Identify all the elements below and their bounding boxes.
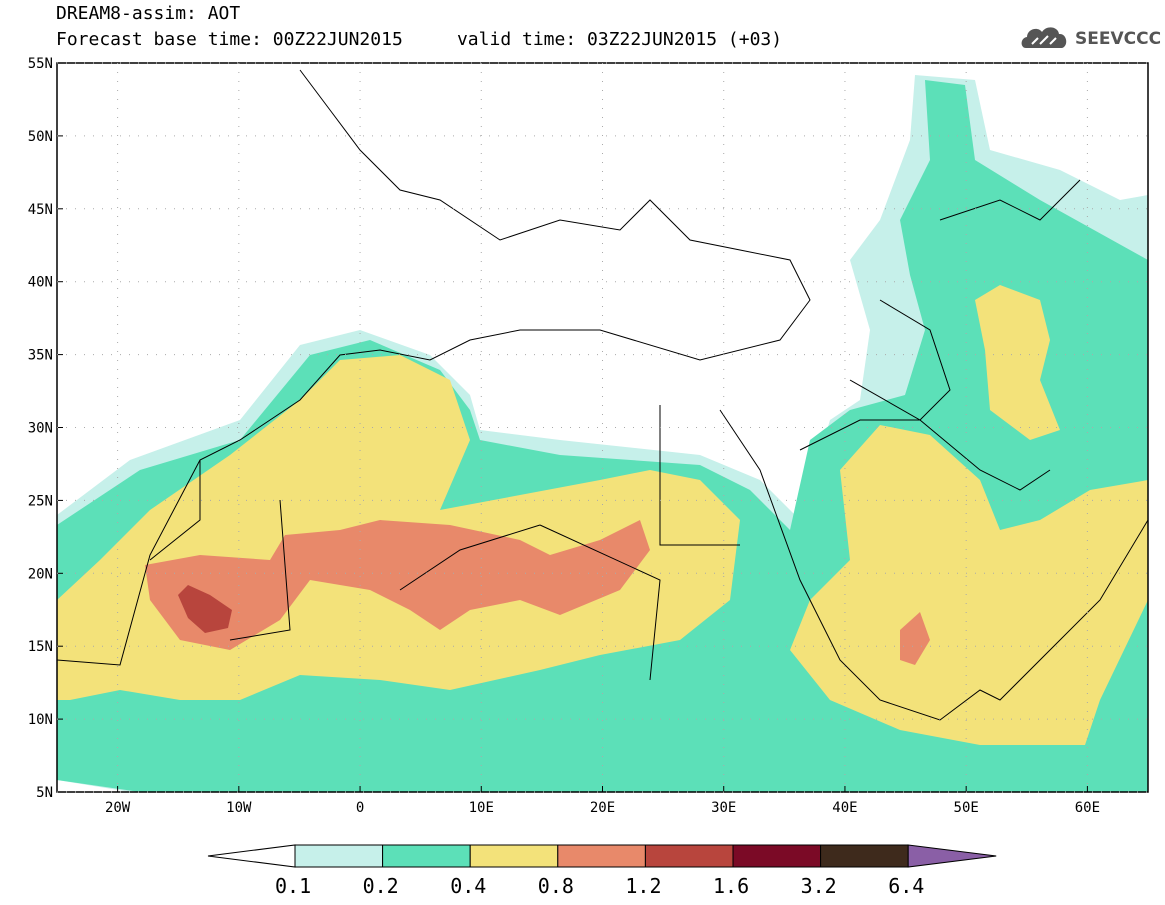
forecast-time-line: Forecast base time: 00Z22JUN2015 valid t…	[56, 29, 783, 50]
y-tick-label: 55N	[28, 56, 53, 72]
colorbar-swatch	[557, 844, 646, 868]
x-tick-label: 40E	[832, 800, 857, 816]
chart-title: DREAM8-assim: AOT	[56, 3, 241, 24]
colorbar-label: 0.1	[275, 874, 312, 898]
x-tick-label: 30E	[711, 800, 736, 816]
aot-field	[57, 63, 1148, 792]
colorbar-swatch	[294, 844, 384, 868]
x-tick-label: 10W	[226, 800, 252, 816]
y-tick-label: 20N	[28, 566, 53, 582]
x-tick-label: 50E	[954, 800, 979, 816]
y-axis: 55N 50N 45N 40N 35N 30N 25N 20N 15N 10N 5N	[28, 56, 1148, 801]
y-tick-label: 10N	[28, 712, 53, 728]
colorbar-label: 0.8	[537, 874, 574, 898]
colorbar-label: 6.4	[888, 874, 925, 898]
x-axis: 20W 10W 0 10E 20E 30E 40E 50E 60E	[105, 63, 1100, 816]
colorbar-label: 1.6	[713, 874, 750, 898]
aot-band-0.4-arabia	[790, 425, 1148, 745]
colorbar	[207, 844, 997, 868]
cloud-icon	[1021, 27, 1067, 48]
x-tick-label: 0	[356, 800, 364, 816]
x-tick-label: 20E	[590, 800, 615, 816]
coastlines-and-borders	[57, 69, 1148, 721]
colorbar-swatch	[382, 844, 471, 868]
colorbar-swatch	[644, 844, 734, 868]
colorbar-label: 1.2	[625, 874, 662, 898]
y-tick-label: 45N	[28, 202, 53, 218]
y-tick-label: 15N	[28, 639, 53, 655]
aot-band-0.8	[145, 520, 650, 650]
colorbar-swatch	[820, 844, 909, 868]
y-tick-label: 40N	[28, 275, 53, 291]
colorbar-label: 3.2	[800, 874, 837, 898]
colorbar-swatch	[469, 844, 559, 868]
colorbar-label: 0.4	[450, 874, 487, 898]
colorbar-over-triangle	[907, 844, 997, 868]
y-tick-label: 50N	[28, 129, 53, 145]
colorbar-label: 0.2	[362, 874, 399, 898]
y-tick-label: 5N	[36, 785, 53, 801]
logo-text: SEEVCCC	[1075, 29, 1162, 49]
colorbar-under-triangle	[207, 844, 296, 868]
seevccc-logo: SEEVCCC	[1018, 20, 1162, 56]
aot-band-0.8-red-sea	[900, 612, 930, 665]
aot-band-1.2	[178, 585, 232, 633]
x-tick-label: 60E	[1075, 800, 1100, 816]
colorbar-swatch	[732, 844, 822, 868]
y-tick-label: 25N	[28, 493, 53, 509]
y-tick-label: 30N	[28, 421, 53, 437]
x-tick-label: 20W	[105, 800, 131, 816]
y-tick-label: 35N	[28, 348, 53, 364]
x-tick-label: 10E	[469, 800, 494, 816]
aot-band-0.4-iran	[975, 285, 1060, 440]
